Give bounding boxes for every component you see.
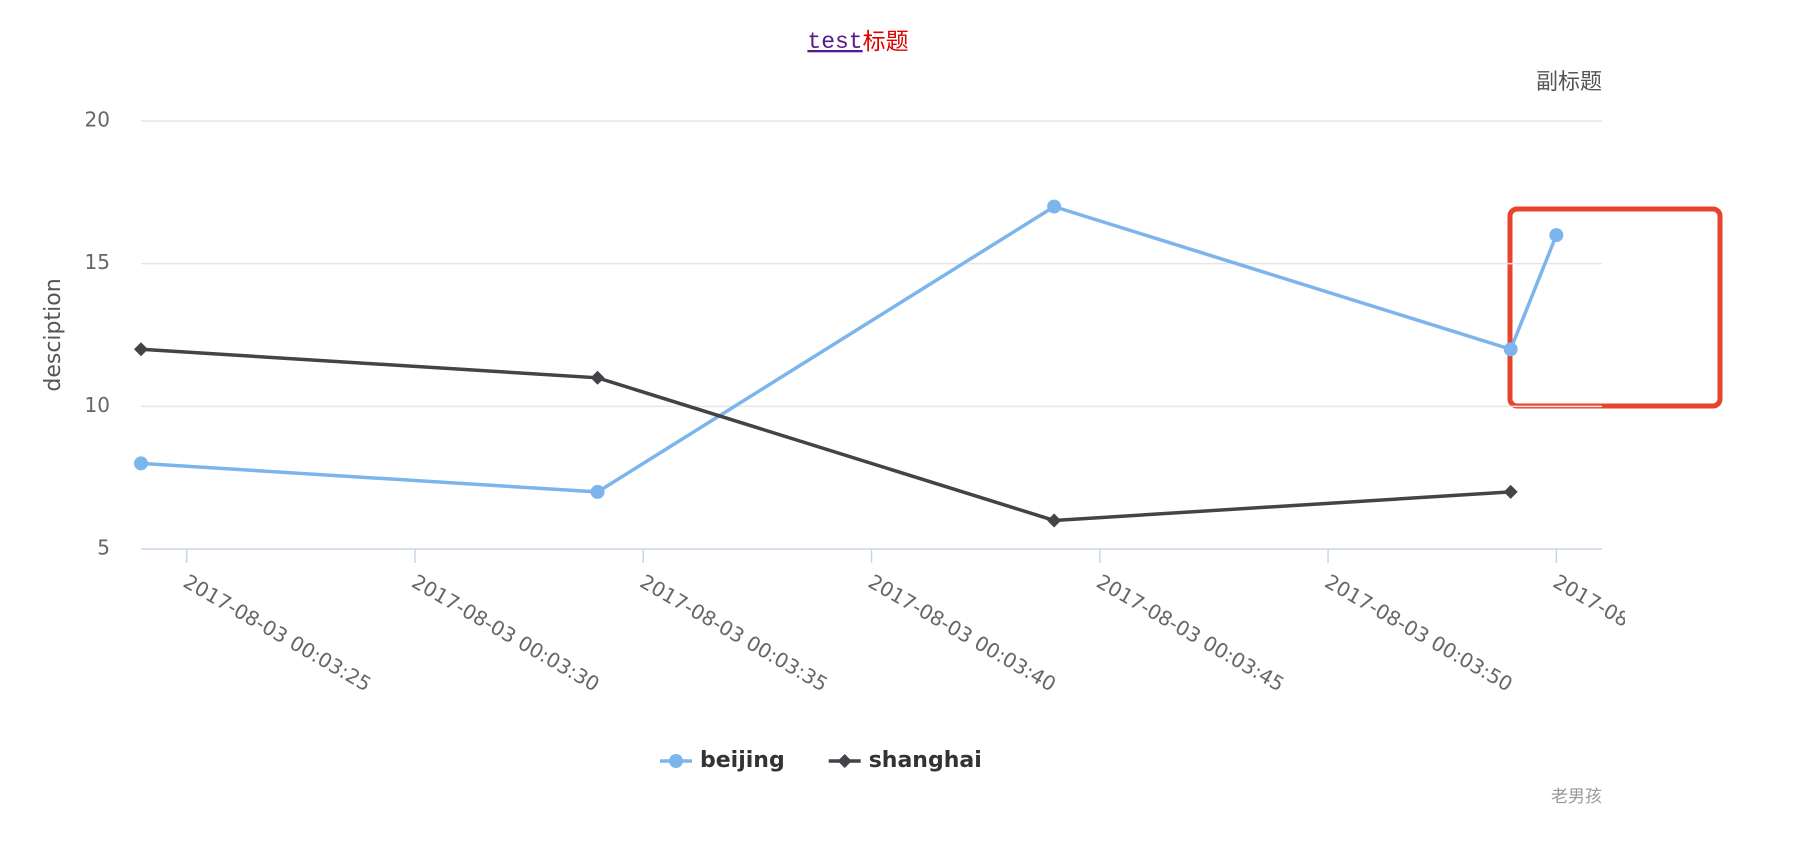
title-text: 标题 <box>863 29 909 55</box>
x-tick-label: 2017-08-03 00:03:40 <box>864 569 1060 696</box>
x-tick-labels: 2017-08-03 00:03:25 2017-08-03 00:03:30 20… <box>179 569 1745 696</box>
legend-marker <box>837 754 852 768</box>
legend-label: beijing <box>700 748 785 773</box>
series-line <box>140 204 1558 494</box>
legend-label: shanghai <box>869 748 982 773</box>
chart-title: test标题 <box>807 29 908 56</box>
legend-item[interactable]: beijing <box>660 748 785 773</box>
credits[interactable]: 老男孩 <box>1551 787 1602 807</box>
chart-subtitle: 副标题 <box>1536 70 1602 95</box>
legend-marker <box>669 754 683 768</box>
data-point <box>1047 199 1062 214</box>
y-axis-title: desciption <box>41 278 66 391</box>
data-point <box>134 342 148 357</box>
x-tick-label: 2017-08-03 00:03:45 <box>1093 569 1289 696</box>
data-point <box>1503 484 1518 499</box>
data-point <box>1047 513 1062 528</box>
y-tick-label: 10 <box>85 393 110 417</box>
legend-item[interactable]: shanghai <box>828 748 982 773</box>
data-point <box>1503 342 1518 357</box>
data-point <box>590 484 605 499</box>
x-tick-label: 2017-08-03 00:03:30 <box>408 569 604 696</box>
y-tick-label: 20 <box>85 108 110 132</box>
x-tick-label: 2017-08-03 00:03:25 <box>179 569 375 696</box>
highlight-box <box>1507 206 1723 409</box>
y-tick-label: 5 <box>97 536 110 560</box>
title-link[interactable]: test <box>807 29 862 55</box>
data-point <box>590 370 605 385</box>
y-tick-label: 15 <box>85 250 110 274</box>
x-tick-label: 2017-08-03 00:03:55 <box>1549 569 1745 696</box>
series-line <box>140 347 1511 523</box>
data-point <box>134 456 148 471</box>
x-tick-label: 2017-08-03 00:03:50 <box>1321 569 1517 696</box>
x-tick-label: 2017-08-03 00:03:35 <box>636 569 832 696</box>
data-point <box>1549 228 1564 243</box>
